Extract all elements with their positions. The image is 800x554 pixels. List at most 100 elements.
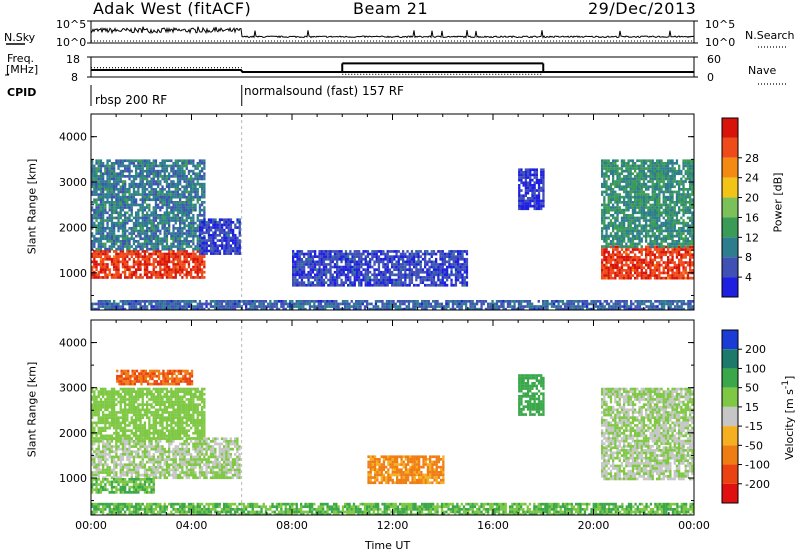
- power-echo-cell: [629, 216, 632, 220]
- power-echo-cell: [172, 172, 175, 176]
- power-echo-cell: [627, 253, 630, 257]
- power-echo-cell: [154, 247, 158, 251]
- power-echo-cell: [132, 270, 136, 274]
- power-echo-cell: [664, 263, 668, 267]
- power-echo-cell: [192, 260, 195, 264]
- power-echo-cell: [119, 245, 122, 248]
- power-echo-cell: [634, 164, 637, 168]
- power-echo-cell: [645, 256, 648, 259]
- power-echo-cell: [146, 270, 149, 274]
- power-echo-cell: [678, 276, 681, 280]
- power-echo-cell: [104, 180, 107, 183]
- power-echo-cell: [397, 263, 400, 266]
- power-echo-cell: [627, 240, 630, 243]
- power-echo-cell: [603, 240, 606, 243]
- power-echo-cell: [99, 201, 103, 204]
- power-echo-cell: [364, 268, 367, 271]
- power-echo-cell: [653, 188, 657, 191]
- power-echo-cell: [135, 201, 138, 204]
- power-echo-cell: [373, 273, 376, 277]
- power-echo-cell: [146, 219, 149, 222]
- power-echo-cell: [526, 204, 530, 208]
- power-echo-cell: [115, 265, 118, 269]
- power-echo-cell: [331, 265, 334, 269]
- power-echo-cell: [375, 255, 378, 258]
- power-echo-cell: [132, 273, 136, 277]
- power-echo-cell: [179, 172, 182, 176]
- power-echo-cell: [336, 263, 339, 266]
- power-echo-cell: [428, 273, 431, 277]
- power-echo-cell: [139, 300, 142, 303]
- power-echo-cell: [139, 177, 142, 181]
- power-echo-cell: [172, 169, 175, 173]
- power-echo-cell: [108, 302, 111, 306]
- power-echo-cell: [128, 268, 131, 271]
- power-echo-cell: [640, 211, 643, 215]
- power-echo-cell: [108, 167, 111, 170]
- power-echo-cell: [99, 252, 103, 256]
- power-echo-cell: [618, 193, 621, 196]
- power-echo-cell: [435, 273, 438, 277]
- power-echo-cell: [119, 201, 122, 204]
- power-echo-cell: [680, 198, 683, 202]
- power-echo-cell: [671, 169, 674, 173]
- power-echo-cell: [97, 211, 100, 215]
- power-echo-cell: [130, 198, 133, 202]
- power-echo-cell: [157, 255, 160, 258]
- power-echo-cell: [298, 250, 301, 253]
- power-echo-cell: [446, 276, 449, 279]
- power-echo-cell: [187, 252, 191, 256]
- power-echo-cell: [117, 227, 120, 230]
- power-echo-cell: [369, 263, 372, 266]
- power-echo-cell: [678, 271, 681, 275]
- power-echo-cell: [124, 169, 127, 173]
- power-echo-cell: [227, 252, 230, 255]
- power-echo-cell: [614, 206, 617, 209]
- power-echo-cell: [638, 234, 641, 238]
- power-echo-cell: [614, 253, 617, 257]
- power-echo-cell: [126, 188, 129, 191]
- power-echo-cell: [636, 172, 639, 176]
- power-echo-cell: [686, 237, 690, 241]
- power-echo-cell: [678, 245, 681, 249]
- power-echo-cell: [625, 245, 628, 248]
- power-echo-cell: [450, 278, 453, 282]
- power-echo-cell: [121, 305, 125, 308]
- power-echo-cell: [168, 227, 171, 230]
- power-echo-cell: [221, 236, 224, 240]
- power-echo-cell: [126, 164, 129, 168]
- power-echo-cell: [159, 182, 162, 186]
- power-echo-cell: [642, 208, 646, 212]
- power-echo-cell: [185, 237, 188, 241]
- power-echo-cell: [187, 172, 191, 176]
- power-echo-cell: [627, 274, 630, 277]
- power-echo-cell: [97, 276, 100, 279]
- power-echo-cell: [664, 182, 668, 186]
- power-echo-cell: [170, 302, 173, 306]
- power-echo-cell: [181, 206, 184, 209]
- power-echo-cell: [625, 214, 628, 217]
- power-echo-cell: [631, 208, 635, 212]
- power-echo-cell: [183, 175, 186, 178]
- power-echo-cell: [689, 201, 692, 204]
- power-echo-cell: [168, 201, 171, 204]
- power-echo-cell: [384, 265, 387, 269]
- power-echo-cell: [533, 199, 536, 203]
- power-echo-cell: [187, 240, 191, 243]
- power-echo-cell: [154, 188, 158, 191]
- power-echo-cell: [168, 224, 171, 228]
- power-echo-cell: [647, 266, 650, 270]
- power-echo-cell: [150, 169, 153, 173]
- power-echo-cell: [373, 260, 376, 264]
- power-echo-cell: [616, 167, 619, 170]
- power-echo-cell: [338, 250, 341, 253]
- power-echo-cell: [165, 237, 169, 241]
- power-echo-cell: [113, 208, 116, 212]
- power-echo-cell: [625, 208, 628, 212]
- power-echo-cell: [190, 252, 193, 256]
- power-echo-cell: [631, 219, 635, 222]
- power-echo-cell: [143, 159, 147, 163]
- power-echo-cell: [669, 269, 672, 272]
- power-echo-cell: [187, 229, 191, 233]
- power-echo-cell: [435, 268, 438, 271]
